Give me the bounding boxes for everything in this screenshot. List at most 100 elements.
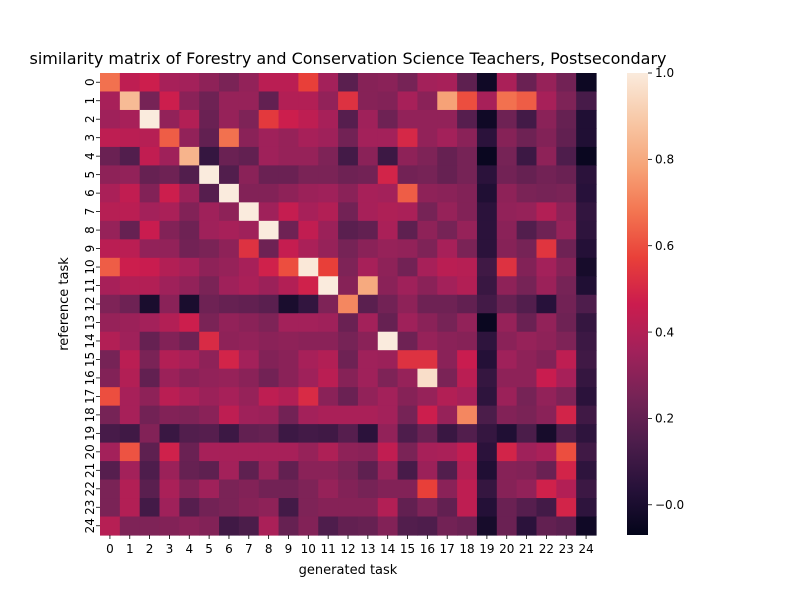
heatmap-cell	[258, 387, 280, 407]
heatmap-cell	[179, 405, 200, 425]
heatmap-cell	[179, 479, 200, 499]
heatmap-cell	[258, 91, 280, 111]
y-tick-label: 21	[83, 463, 97, 478]
heatmap-cell	[338, 498, 359, 518]
heatmap-cell	[476, 313, 498, 333]
heatmap-cell	[437, 461, 458, 481]
heatmap-cell	[496, 313, 518, 333]
heatmap-cell	[556, 202, 577, 222]
heatmap-cell	[199, 73, 220, 93]
heatmap-cell	[556, 405, 577, 425]
heatmap-cell	[199, 183, 220, 203]
heatmap-cell	[457, 257, 478, 277]
heatmap-cell	[199, 368, 220, 388]
heatmap-cell	[576, 183, 597, 203]
heatmap-cell	[437, 91, 458, 111]
y-tick-label: 8	[83, 226, 97, 234]
heatmap-cell	[119, 183, 141, 203]
x-tick-label: 3	[166, 542, 174, 556]
heatmap-cell	[139, 276, 161, 296]
heatmap-cell	[536, 479, 557, 499]
heatmap-cell	[298, 479, 319, 499]
y-tick-label: 11	[83, 278, 97, 293]
heatmap-cell	[159, 146, 180, 166]
y-tick-label: 5	[83, 171, 97, 179]
heatmap-cell	[278, 128, 299, 148]
heatmap-cell	[119, 109, 141, 130]
heatmap-cell	[397, 165, 419, 185]
heatmap-cell	[576, 220, 597, 240]
colorbar-tick-label: 0.2	[655, 412, 674, 426]
heatmap-cell	[417, 239, 438, 259]
heatmap-cell	[437, 202, 458, 222]
heatmap-cell	[100, 424, 121, 444]
heatmap-cell	[318, 498, 339, 518]
heatmap-cell	[536, 498, 557, 518]
heatmap-cell	[536, 313, 557, 333]
heatmap-cell	[258, 165, 280, 185]
heatmap-cell	[179, 387, 200, 407]
heatmap-cell	[397, 424, 419, 444]
heatmap-cell	[100, 202, 121, 222]
heatmap-cell	[397, 257, 419, 277]
heatmap-cell	[258, 516, 280, 536]
heatmap-cell	[159, 239, 180, 259]
heatmap-cell	[100, 387, 121, 407]
y-axis-label: reference task	[57, 257, 72, 351]
heatmap-cell	[338, 424, 359, 444]
heatmap-cell	[219, 239, 240, 259]
heatmap-cell	[338, 276, 359, 296]
heatmap-cell	[536, 183, 557, 203]
heatmap-cell	[496, 146, 518, 166]
heatmap-cell	[119, 220, 141, 240]
heatmap-cell	[100, 220, 121, 240]
heatmap-cell	[576, 479, 597, 499]
heatmap-cell	[377, 109, 399, 130]
heatmap-cell	[536, 91, 557, 111]
heatmap-cell	[338, 350, 359, 370]
heatmap-cell	[516, 424, 538, 444]
heatmap-cell	[278, 91, 299, 111]
heatmap-cell	[338, 91, 359, 111]
heatmap-cell	[417, 109, 438, 130]
x-tick-label: 0	[106, 542, 114, 556]
heatmap-cell	[377, 202, 399, 222]
heatmap-cell	[536, 350, 557, 370]
heatmap-cell	[357, 165, 379, 185]
heatmap-cell	[238, 91, 260, 111]
heatmap-cell	[318, 479, 339, 499]
heatmap-cell	[536, 516, 557, 536]
heatmap-cell	[219, 73, 240, 93]
heatmap-cell	[318, 442, 339, 462]
heatmap-cell	[536, 220, 557, 240]
heatmap-cell	[119, 479, 141, 499]
heatmap-cell	[278, 276, 299, 296]
heatmap-cell	[258, 498, 280, 518]
heatmap-cell	[437, 387, 458, 407]
heatmap-cell	[536, 239, 557, 259]
heatmap-cell	[476, 442, 498, 462]
heatmap-cell	[576, 516, 597, 536]
heatmap-cell	[357, 442, 379, 462]
heatmap-cell	[476, 276, 498, 296]
heatmap-cell	[516, 479, 538, 499]
heatmap-cell	[457, 516, 478, 536]
heatmap-cell	[199, 461, 220, 481]
heatmap-cell	[357, 257, 379, 277]
heatmap-cell	[556, 516, 577, 536]
heatmap-cell	[576, 405, 597, 425]
x-tick-labels: 0 1 2 3 4 5 6 7 8 9 10 11 12 13 14 15 16 17 18 19 20 21 22 23 24	[106, 535, 594, 556]
heatmap-cell	[278, 368, 299, 388]
heatmap-cell	[457, 461, 478, 481]
x-tick-label: 1	[126, 542, 134, 556]
heatmap-cell	[457, 128, 478, 148]
heatmap-cell	[417, 276, 438, 296]
heatmap-cell	[556, 257, 577, 277]
heatmap-cell	[139, 109, 161, 130]
heatmap-cell	[159, 331, 180, 351]
heatmap-cell	[576, 294, 597, 314]
heatmap-cell	[179, 498, 200, 518]
heatmap-cell	[139, 350, 161, 370]
heatmap-cell	[516, 331, 538, 351]
heatmap-cell	[457, 294, 478, 314]
